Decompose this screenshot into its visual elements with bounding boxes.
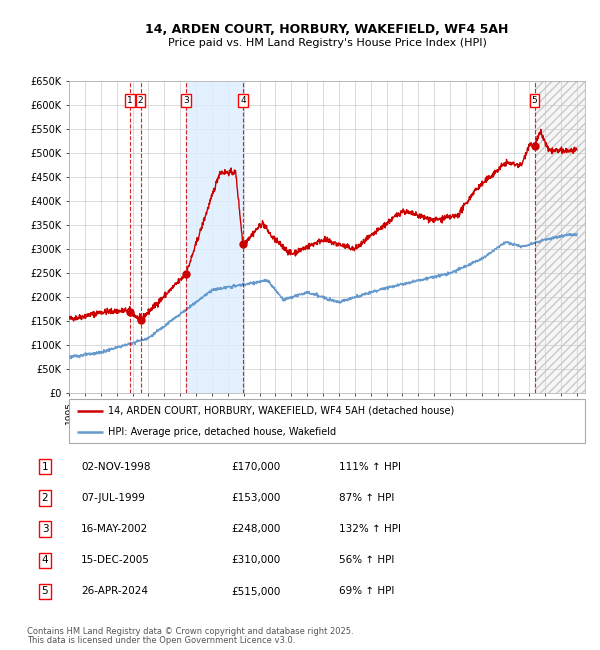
Bar [186,81,243,393]
Text: 1: 1 [127,96,133,105]
Text: £170,000: £170,000 [231,462,280,472]
Text: 132% ↑ HPI: 132% ↑ HPI [339,524,401,534]
Text: 69% ↑ HPI: 69% ↑ HPI [339,586,394,597]
Text: £310,000: £310,000 [231,555,280,566]
Text: 4: 4 [41,555,49,566]
Text: 1: 1 [41,462,49,472]
Text: 5: 5 [41,586,49,597]
Text: 14, ARDEN COURT, HORBURY, WAKEFIELD, WF4 5AH (detached house): 14, ARDEN COURT, HORBURY, WAKEFIELD, WF4… [108,406,454,415]
Text: 02-NOV-1998: 02-NOV-1998 [81,462,151,472]
Text: HPI: Average price, detached house, Wakefield: HPI: Average price, detached house, Wake… [108,427,336,437]
Text: £515,000: £515,000 [231,586,280,597]
Text: 07-JUL-1999: 07-JUL-1999 [81,493,145,503]
Text: 56% ↑ HPI: 56% ↑ HPI [339,555,394,566]
Text: 2: 2 [41,493,49,503]
Text: 3: 3 [41,524,49,534]
Text: 14, ARDEN COURT, HORBURY, WAKEFIELD, WF4 5AH: 14, ARDEN COURT, HORBURY, WAKEFIELD, WF4… [145,23,509,36]
Text: 5: 5 [532,96,538,105]
Bar [535,81,585,393]
Text: 111% ↑ HPI: 111% ↑ HPI [339,462,401,472]
Text: 3: 3 [183,96,189,105]
Text: 2: 2 [138,96,143,105]
Text: £248,000: £248,000 [231,524,280,534]
Text: Contains HM Land Registry data © Crown copyright and database right 2025.: Contains HM Land Registry data © Crown c… [27,627,353,636]
Text: 15-DEC-2005: 15-DEC-2005 [81,555,150,566]
Text: This data is licensed under the Open Government Licence v3.0.: This data is licensed under the Open Gov… [27,636,295,645]
Text: 87% ↑ HPI: 87% ↑ HPI [339,493,394,503]
Text: Price paid vs. HM Land Registry's House Price Index (HPI): Price paid vs. HM Land Registry's House … [167,38,487,47]
Text: 16-MAY-2002: 16-MAY-2002 [81,524,148,534]
Text: 26-APR-2024: 26-APR-2024 [81,586,148,597]
Bar [535,81,585,393]
Text: 4: 4 [240,96,246,105]
Text: £153,000: £153,000 [231,493,280,503]
